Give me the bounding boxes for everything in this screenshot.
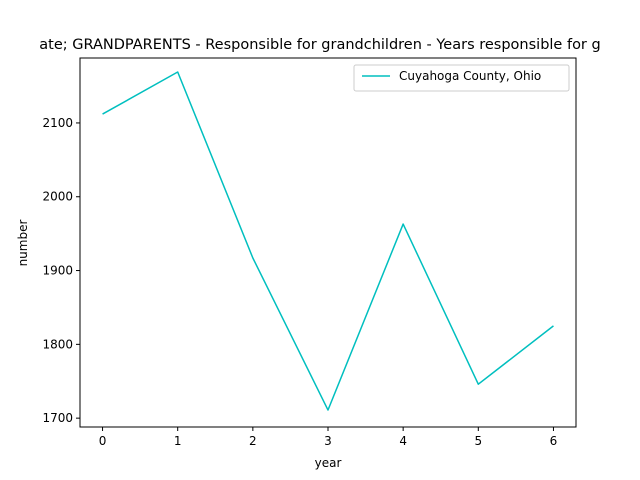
y-axis: 1700 1800 1900 2000 2100 <box>42 116 80 425</box>
y-tick-label: 1800 <box>42 337 73 351</box>
y-axis-label: number <box>16 220 30 267</box>
y-tick-label: 1700 <box>42 411 73 425</box>
x-tick-label: 2 <box>249 434 257 448</box>
x-tick-label: 5 <box>474 434 482 448</box>
y-tick-label: 2000 <box>42 190 73 204</box>
legend-entry: Cuyahoga County, Ohio <box>399 69 541 83</box>
legend: Cuyahoga County, Ohio <box>353 64 570 92</box>
x-tick-label: 4 <box>399 434 407 448</box>
y-tick-label: 2100 <box>42 116 73 130</box>
series-line-0 <box>102 71 554 411</box>
y-tick-label: 1900 <box>42 264 73 278</box>
x-tick-label: 1 <box>174 434 182 448</box>
x-tick-label: 0 <box>99 434 107 448</box>
legend-box <box>353 64 570 92</box>
x-tick-label: 6 <box>550 434 558 448</box>
axes-frame <box>79 57 577 428</box>
x-tick-label: 3 <box>324 434 332 448</box>
x-axis: 0 1 2 3 4 5 6 <box>99 427 558 448</box>
chart-title: ate; GRANDPARENTS - Responsible for gran… <box>39 37 600 53</box>
plot-area <box>102 71 554 411</box>
x-axis-label: year <box>315 456 342 470</box>
